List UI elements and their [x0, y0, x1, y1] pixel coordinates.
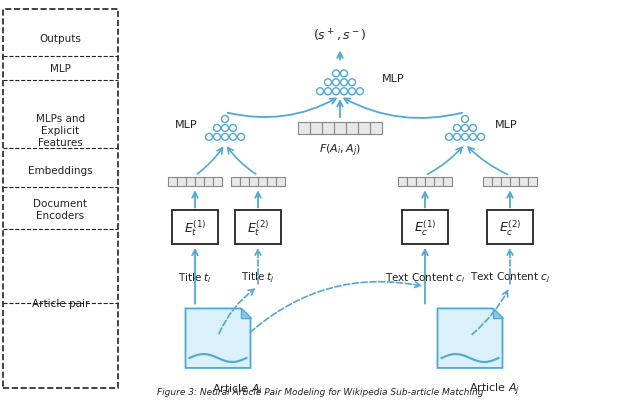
Bar — [519, 177, 528, 187]
Bar — [425, 177, 434, 187]
Text: $E_{t}^{{(1)}}$: $E_{t}^{{(1)}}$ — [184, 218, 206, 237]
Circle shape — [356, 89, 364, 95]
Circle shape — [340, 71, 348, 78]
Bar — [168, 177, 177, 187]
Bar — [334, 123, 346, 135]
Circle shape — [477, 134, 484, 141]
Circle shape — [324, 80, 332, 87]
Polygon shape — [493, 309, 502, 318]
Bar — [186, 177, 195, 187]
Bar — [398, 177, 407, 187]
FancyBboxPatch shape — [172, 211, 218, 244]
Text: Embeddings: Embeddings — [28, 165, 93, 175]
Bar — [501, 177, 510, 187]
Circle shape — [230, 125, 237, 132]
Bar — [346, 123, 358, 135]
Circle shape — [214, 125, 221, 132]
Circle shape — [205, 134, 212, 141]
Circle shape — [230, 134, 237, 141]
Text: Text Content $c_i$: Text Content $c_i$ — [385, 270, 465, 284]
Circle shape — [340, 80, 348, 87]
Text: Outputs: Outputs — [40, 34, 81, 44]
Bar — [528, 177, 537, 187]
Bar — [322, 123, 334, 135]
Circle shape — [470, 134, 477, 141]
Text: $F(A_i,A_j)$: $F(A_i,A_j)$ — [319, 142, 361, 159]
Circle shape — [349, 80, 355, 87]
Text: $(s^+,s^-)$: $(s^+,s^-)$ — [313, 28, 367, 44]
Circle shape — [461, 134, 468, 141]
Circle shape — [454, 134, 461, 141]
Circle shape — [221, 134, 228, 141]
Circle shape — [349, 89, 355, 95]
Circle shape — [340, 89, 348, 95]
Bar — [510, 177, 519, 187]
Text: Article $A_j$: Article $A_j$ — [468, 381, 520, 397]
Bar — [310, 123, 322, 135]
Bar — [370, 123, 382, 135]
Bar — [204, 177, 213, 187]
FancyBboxPatch shape — [3, 10, 118, 388]
Text: Article $A_i$: Article $A_i$ — [212, 381, 262, 395]
Bar — [213, 177, 222, 187]
Bar — [249, 177, 258, 187]
Text: Text Content $c_j$: Text Content $c_j$ — [470, 270, 550, 284]
Circle shape — [333, 89, 339, 95]
Text: MLP: MLP — [382, 74, 404, 84]
Text: Article pair: Article pair — [32, 299, 89, 309]
Text: MLP: MLP — [174, 119, 197, 130]
Text: Document
Encoders: Document Encoders — [33, 199, 88, 221]
Circle shape — [317, 89, 323, 95]
Bar — [276, 177, 285, 187]
Circle shape — [470, 125, 477, 132]
Text: MLPs and
Explicit
Features: MLPs and Explicit Features — [36, 114, 85, 147]
Circle shape — [333, 71, 339, 78]
Circle shape — [221, 125, 228, 132]
Bar — [434, 177, 443, 187]
Bar — [298, 123, 310, 135]
Bar — [358, 123, 370, 135]
Bar — [240, 177, 249, 187]
FancyBboxPatch shape — [235, 211, 281, 244]
Bar — [492, 177, 501, 187]
Bar — [231, 177, 240, 187]
Text: MLP: MLP — [50, 64, 71, 74]
Circle shape — [333, 80, 339, 87]
Bar — [177, 177, 186, 187]
Polygon shape — [186, 309, 250, 368]
Circle shape — [237, 134, 244, 141]
Bar — [416, 177, 425, 187]
FancyBboxPatch shape — [487, 211, 533, 244]
Circle shape — [454, 125, 461, 132]
Bar — [195, 177, 204, 187]
Bar — [267, 177, 276, 187]
Circle shape — [461, 116, 468, 123]
Text: Title $t_i$: Title $t_i$ — [178, 270, 212, 284]
Text: Title $t_j$: Title $t_j$ — [241, 270, 275, 284]
Circle shape — [221, 116, 228, 123]
Bar — [407, 177, 416, 187]
Circle shape — [214, 134, 221, 141]
Text: MLP: MLP — [495, 119, 518, 130]
Polygon shape — [241, 309, 250, 318]
Text: $E_{c}^{{(1)}}$: $E_{c}^{{(1)}}$ — [414, 218, 436, 237]
Circle shape — [324, 89, 332, 95]
Bar — [258, 177, 267, 187]
Text: $E_{t}^{{(2)}}$: $E_{t}^{{(2)}}$ — [247, 218, 269, 237]
Bar — [483, 177, 492, 187]
Text: $E_{c}^{{(2)}}$: $E_{c}^{{(2)}}$ — [499, 218, 521, 237]
Circle shape — [445, 134, 452, 141]
Text: Figure 3: Neural Article Pair Modeling for Wikipedia Sub-article Matching: Figure 3: Neural Article Pair Modeling f… — [157, 387, 483, 396]
Circle shape — [461, 125, 468, 132]
Bar — [443, 177, 452, 187]
Polygon shape — [438, 309, 502, 368]
FancyBboxPatch shape — [402, 211, 448, 244]
